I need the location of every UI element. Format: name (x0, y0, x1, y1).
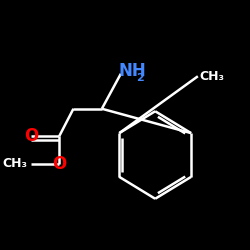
Text: NH: NH (118, 62, 146, 80)
Text: 2: 2 (136, 73, 144, 83)
Text: O: O (52, 155, 66, 173)
Text: O: O (24, 127, 38, 145)
Text: CH₃: CH₃ (3, 157, 28, 170)
Text: CH₃: CH₃ (199, 70, 224, 83)
